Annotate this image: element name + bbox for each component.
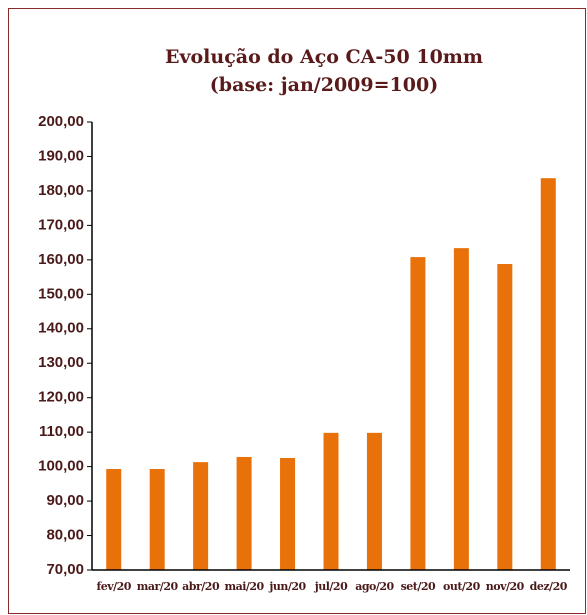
bar bbox=[106, 469, 122, 570]
y-tick-label: 160,00 bbox=[38, 251, 84, 268]
bar bbox=[540, 178, 556, 570]
x-tick-label: nov/20 bbox=[486, 580, 525, 593]
bar bbox=[149, 469, 165, 570]
y-tick-label: 110,00 bbox=[39, 423, 84, 440]
y-tick-label: 120,00 bbox=[38, 389, 84, 406]
y-tick-label: 80,00 bbox=[46, 527, 84, 544]
x-tick-label: dez/20 bbox=[530, 580, 568, 593]
y-tick-label: 190,00 bbox=[38, 147, 84, 164]
chart-frame bbox=[8, 8, 586, 614]
bar bbox=[453, 248, 469, 571]
x-tick-label: ago/20 bbox=[355, 580, 394, 593]
y-tick-label: 200,00 bbox=[38, 113, 84, 130]
x-tick-label: set/20 bbox=[401, 580, 436, 593]
bar bbox=[323, 432, 339, 570]
y-tick-label: 130,00 bbox=[38, 354, 84, 371]
chart-title: Evolução do Aço CA-50 10mm bbox=[165, 46, 483, 68]
bar bbox=[280, 458, 296, 570]
y-tick-label: 90,00 bbox=[46, 492, 84, 509]
bar bbox=[236, 456, 252, 570]
x-tick-label: abr/20 bbox=[182, 580, 220, 593]
x-tick-label: jun/20 bbox=[268, 580, 306, 593]
bar bbox=[193, 462, 209, 570]
y-tick-label: 180,00 bbox=[38, 182, 84, 199]
bar bbox=[497, 263, 513, 570]
y-tick-label: 100,00 bbox=[38, 458, 84, 475]
bar bbox=[366, 432, 382, 570]
x-tick-label: mai/20 bbox=[224, 580, 264, 593]
x-tick-label: jul/20 bbox=[314, 580, 348, 593]
bar bbox=[410, 257, 426, 570]
y-tick-label: 170,00 bbox=[38, 216, 84, 233]
x-tick-label: fev/20 bbox=[97, 580, 132, 593]
y-tick-label: 70,00 bbox=[46, 561, 84, 578]
x-tick-label: out/20 bbox=[443, 580, 481, 593]
y-tick-label: 150,00 bbox=[38, 285, 84, 302]
chart-subtitle: (base: jan/2009=100) bbox=[210, 74, 438, 96]
x-tick-label: mar/20 bbox=[137, 580, 179, 593]
y-tick-label: 140,00 bbox=[38, 320, 84, 337]
